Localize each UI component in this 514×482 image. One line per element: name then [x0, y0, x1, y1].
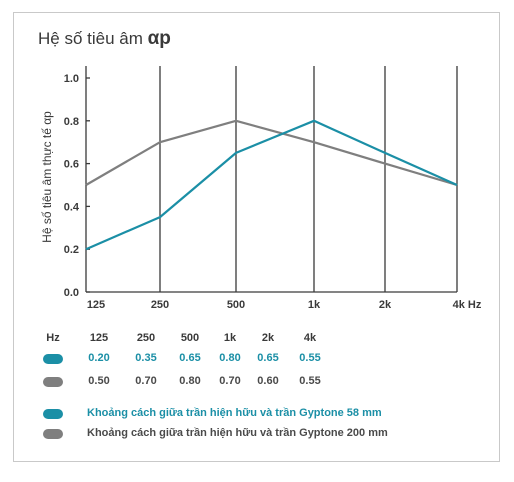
y-tick-label-4: 0.8	[64, 116, 79, 128]
x-tick-label-5: 4k Hz	[453, 299, 482, 311]
table-cell: 0.80	[219, 352, 241, 364]
x-tick-label-0: 125	[87, 299, 105, 311]
table-column-header: 500	[180, 332, 200, 344]
table-cell: 0.70	[219, 375, 241, 387]
chart-frame	[13, 12, 500, 462]
table-cell: 0.80	[179, 375, 201, 387]
y-tick-label-1: 0.2	[64, 244, 79, 256]
table-cell: 0.35	[135, 352, 157, 364]
table-column-header: 250	[136, 332, 156, 344]
table-cell: 0.65	[179, 352, 201, 364]
series-line-0	[85, 119, 458, 251]
x-tick-label-2: 500	[227, 299, 245, 311]
chart-title: Hệ số tiêu âm αp	[38, 28, 171, 50]
table-column-header: 4k	[303, 332, 317, 344]
table-cell: 0.70	[135, 375, 157, 387]
table-cell: 0.65	[257, 352, 279, 364]
table-cell: 0.60	[257, 375, 279, 387]
table-column-header: 125	[89, 332, 109, 344]
y-axis-label: Hệ số tiêu âm thực tế αp	[40, 111, 54, 243]
y-tick-label-5: 1.0	[64, 73, 79, 85]
series-line-1	[85, 119, 458, 187]
chart-title-symbol: αp	[147, 28, 171, 49]
legend-label: Khoảng cách giữa trần hiện hữu và trần G…	[87, 407, 382, 419]
table-cell: 0.55	[299, 375, 321, 387]
x-tick-label-3: 1k	[308, 299, 321, 311]
table-column-header: 1k	[223, 332, 237, 344]
table-cell: 0.20	[88, 352, 110, 364]
table-header-label: Hz	[46, 332, 60, 344]
y-tick-label-0: 0.0	[64, 287, 79, 299]
series-swatch	[43, 377, 63, 387]
legend-label: Khoảng cách giữa trần hiện hữu và trần G…	[87, 427, 388, 439]
legend-swatch	[43, 409, 63, 419]
y-tick-label-2: 0.4	[64, 201, 80, 213]
y-tick-label-3: 0.6	[64, 159, 79, 171]
table-cell: 0.50	[88, 375, 110, 387]
x-tick-label-4: 2k	[379, 299, 392, 311]
chart-title-text: Hệ số tiêu âm	[38, 29, 148, 48]
table-column-header: 2k	[261, 332, 275, 344]
table-cell: 0.55	[299, 352, 321, 364]
legend-swatch	[43, 429, 63, 439]
series-swatch	[43, 354, 63, 364]
x-tick-label-1: 250	[151, 299, 169, 311]
